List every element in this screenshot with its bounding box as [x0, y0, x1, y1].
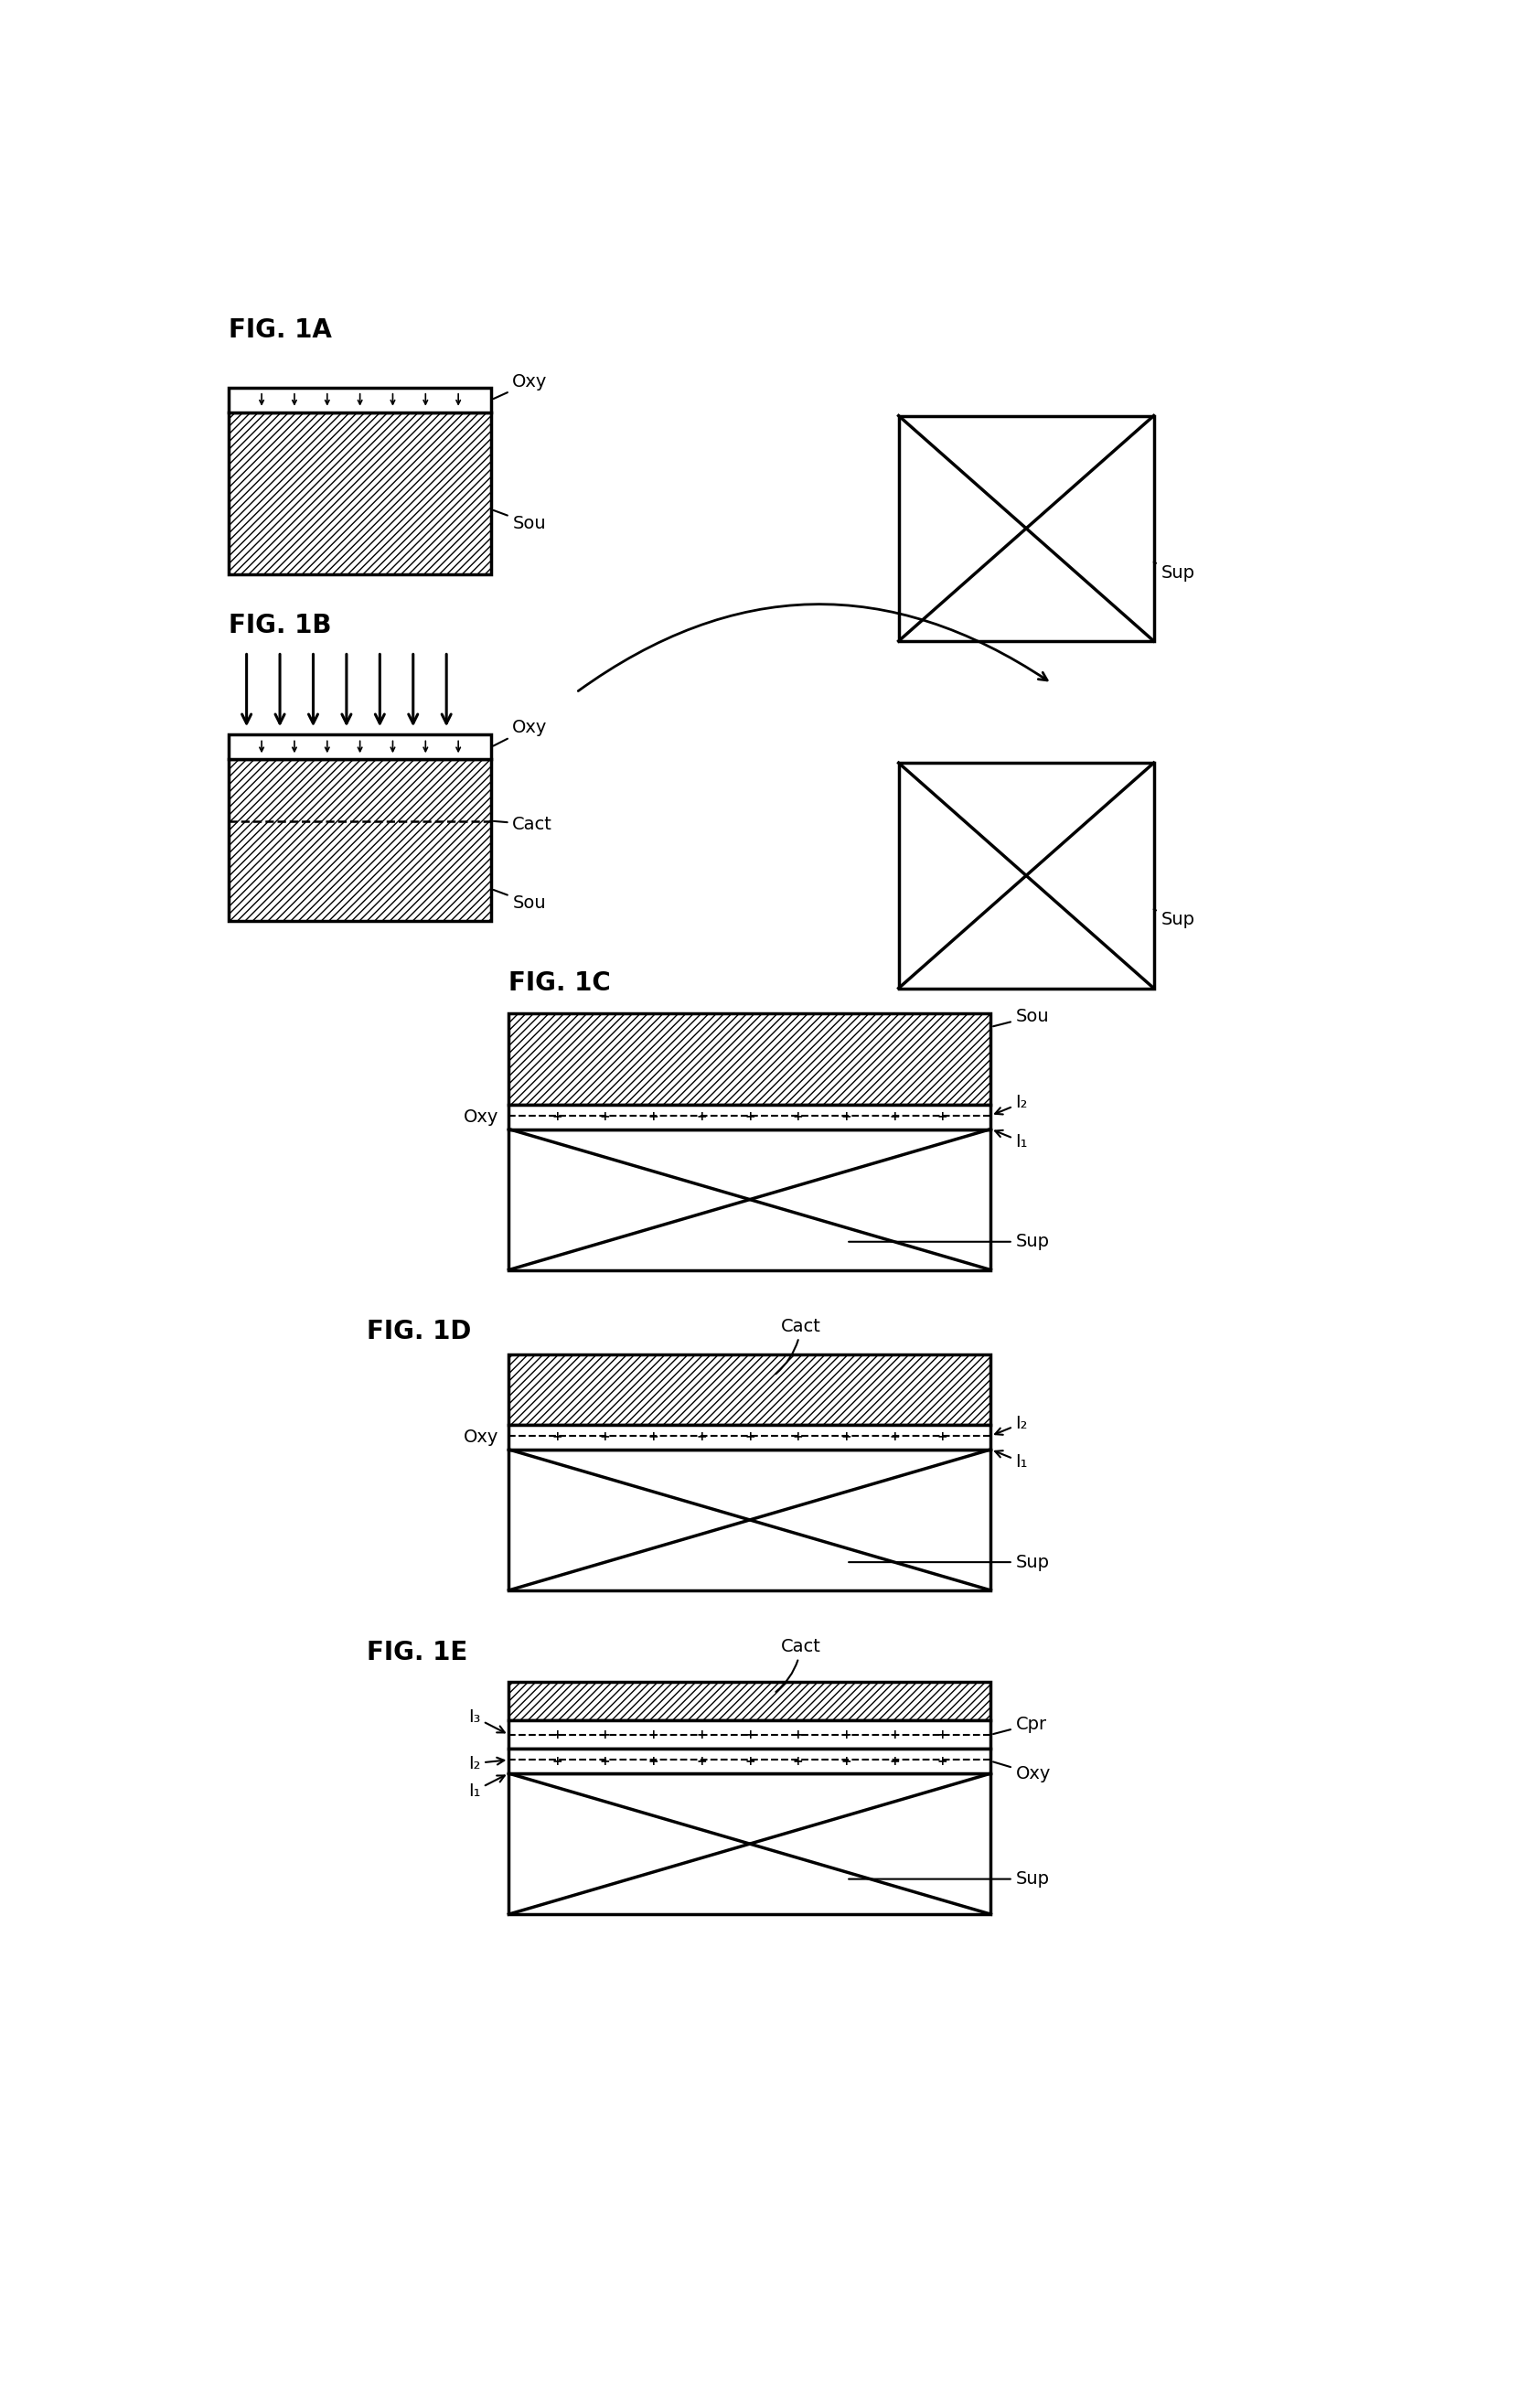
Text: +: +	[937, 1430, 948, 1442]
Text: +: +	[551, 1110, 562, 1122]
Text: +: +	[793, 1110, 804, 1122]
Text: +: +	[842, 1110, 852, 1122]
Text: +: +	[696, 1755, 706, 1767]
Text: FIG. 1E: FIG. 1E	[368, 1640, 468, 1666]
Text: +: +	[937, 1755, 948, 1767]
Bar	[229, 412, 491, 573]
Text: +: +	[696, 1729, 706, 1741]
Text: +: +	[937, 1729, 948, 1741]
Text: +: +	[649, 1755, 659, 1767]
Text: +: +	[744, 1729, 755, 1741]
Text: +: +	[600, 1729, 611, 1741]
Bar	[509, 1450, 990, 1589]
Text: +: +	[600, 1755, 611, 1767]
Text: +: +	[551, 1755, 562, 1767]
Bar	[229, 388, 491, 412]
Text: Cact: Cact	[776, 1637, 822, 1693]
Text: +: +	[551, 1430, 562, 1442]
Text: Oxy: Oxy	[463, 1428, 498, 1445]
Text: FIG. 1B: FIG. 1B	[229, 614, 331, 638]
Text: +: +	[696, 1110, 706, 1122]
Text: Oxy: Oxy	[463, 1108, 498, 1125]
Text: Sou: Sou	[494, 510, 545, 532]
Text: Sou: Sou	[993, 1007, 1050, 1026]
Text: Cact: Cact	[776, 1317, 822, 1375]
Text: Oxy: Oxy	[494, 718, 547, 746]
Text: +: +	[793, 1755, 804, 1767]
Text: +: +	[551, 1729, 562, 1741]
Text: I₁: I₁	[995, 1129, 1028, 1151]
Text: Sup: Sup	[1154, 561, 1194, 580]
Text: +: +	[889, 1755, 899, 1767]
Bar	[509, 1748, 990, 1772]
Text: Oxy: Oxy	[993, 1763, 1051, 1782]
Text: Oxy: Oxy	[494, 373, 547, 400]
Text: +: +	[889, 1430, 899, 1442]
Bar	[509, 1014, 990, 1105]
Text: Sup: Sup	[849, 1553, 1050, 1570]
Text: +: +	[744, 1755, 755, 1767]
Text: I₂: I₂	[468, 1755, 504, 1772]
Text: +: +	[649, 1110, 659, 1122]
Text: +: +	[889, 1729, 899, 1741]
Text: +: +	[649, 1430, 659, 1442]
Bar	[899, 417, 1154, 641]
Bar	[509, 1772, 990, 1914]
Text: +: +	[793, 1729, 804, 1741]
Text: +: +	[842, 1729, 852, 1741]
Text: Sou: Sou	[494, 891, 545, 913]
Text: Cact: Cact	[494, 816, 553, 833]
Text: FIG. 1A: FIG. 1A	[229, 318, 333, 342]
Text: +: +	[744, 1430, 755, 1442]
Text: I₃: I₃	[468, 1707, 504, 1734]
Text: FIG. 1C: FIG. 1C	[509, 970, 611, 997]
Text: +: +	[696, 1430, 706, 1442]
Bar	[509, 1681, 990, 1722]
Text: FIG. 1D: FIG. 1D	[368, 1320, 472, 1344]
Bar	[509, 1426, 990, 1450]
Text: +: +	[889, 1110, 899, 1122]
Bar	[509, 1129, 990, 1269]
Bar	[509, 1353, 990, 1426]
Bar	[509, 1105, 990, 1129]
Text: I₁: I₁	[995, 1450, 1028, 1471]
Text: I₂: I₂	[995, 1093, 1028, 1115]
Text: +: +	[842, 1430, 852, 1442]
Text: Sup: Sup	[849, 1233, 1050, 1250]
Text: +: +	[649, 1729, 659, 1741]
Bar	[899, 763, 1154, 987]
Text: +: +	[793, 1430, 804, 1442]
Bar	[229, 759, 491, 922]
Text: +: +	[842, 1755, 852, 1767]
Text: +: +	[937, 1110, 948, 1122]
Text: +: +	[600, 1110, 611, 1122]
Bar	[229, 734, 491, 759]
Text: Cpr: Cpr	[993, 1714, 1047, 1734]
Text: +: +	[744, 1110, 755, 1122]
Text: +: +	[600, 1430, 611, 1442]
Text: Sup: Sup	[849, 1871, 1050, 1888]
Bar	[509, 1722, 990, 1748]
Text: I₂: I₂	[995, 1413, 1028, 1435]
Text: Sup: Sup	[1154, 910, 1194, 929]
Text: I₁: I₁	[468, 1775, 504, 1799]
